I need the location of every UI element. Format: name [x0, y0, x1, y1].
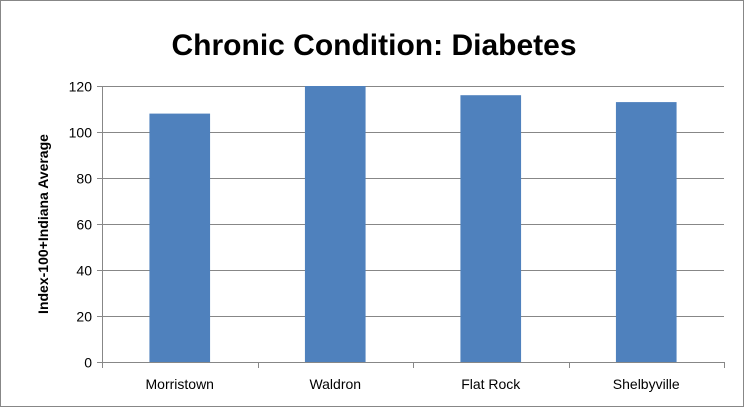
y-tick-label-0: 0 [84, 355, 92, 371]
y-tick-label-4: 80 [76, 171, 92, 187]
y-tick-label-6: 120 [69, 79, 93, 95]
y-axis-label: Index-100+Indiana Average [35, 134, 51, 314]
bar-2 [460, 95, 522, 362]
axes [97, 86, 725, 368]
y-tick-label-2: 40 [76, 263, 92, 279]
bar-0 [149, 113, 211, 362]
y-tick-labels: 0 20 40 60 80 100 120 [69, 79, 93, 371]
x-tick-label-0: Morristown [146, 376, 214, 392]
bar-3 [615, 102, 677, 362]
x-tick-label-2: Flat Rock [461, 376, 521, 392]
x-tick-labels: Morristown Waldron Flat Rock Shelbyville [146, 376, 680, 392]
x-tick-label-3: Shelbyville [613, 376, 680, 392]
bar-1 [304, 86, 366, 362]
chart-title: Chronic Condition: Diabetes [172, 29, 577, 62]
y-tick-label-5: 100 [69, 125, 93, 141]
y-tick-label-3: 60 [76, 217, 92, 233]
y-tick-label-1: 20 [76, 309, 92, 325]
x-tick-label-1: Waldron [309, 376, 361, 392]
bars [149, 86, 677, 362]
